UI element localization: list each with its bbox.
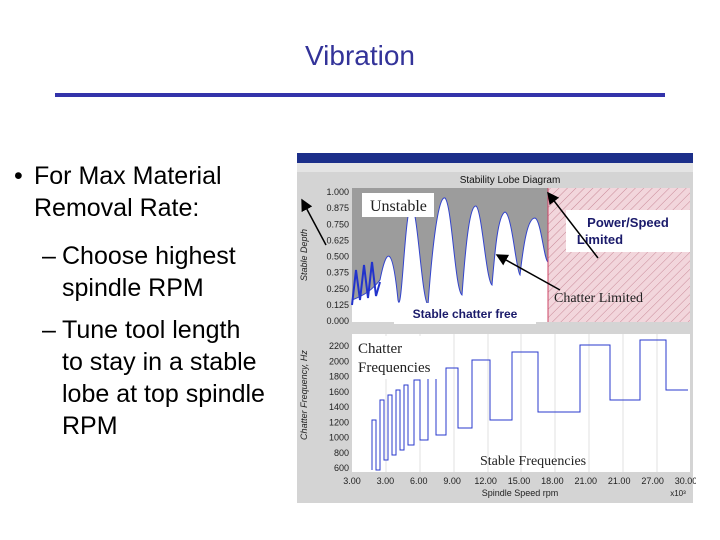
- stable-region: [352, 197, 548, 322]
- chart-title: Stability Lobe Diagram: [460, 175, 561, 186]
- x-tick-label: 30.00: [675, 476, 696, 486]
- y-tick-label: 2000: [329, 356, 349, 366]
- text-line: Removal Rate:: [34, 194, 200, 222]
- text-line: For Max Material: [34, 162, 222, 190]
- y-tick-label: 1.000: [326, 187, 349, 197]
- text-line: Tune tool length: [62, 316, 241, 344]
- annotation: Chatter Limited: [554, 291, 643, 306]
- sub-bullet: Tune tool length to stay in a stable lobe …: [62, 314, 265, 442]
- lobe-boundary: [351, 197, 549, 307]
- x-multiplier: x10³: [670, 489, 686, 498]
- annotation: Unstable: [370, 198, 427, 215]
- x-tick-label: 3.00: [377, 476, 395, 486]
- y-tick-label: 0.000: [326, 316, 349, 326]
- screenshot: Stability Lobe Diagram 1.000 0.875 0.750 0.…: [297, 153, 696, 503]
- y-tick-label: 1400: [329, 402, 349, 412]
- y-axis-label: Chatter Frequency, Hz: [299, 350, 309, 440]
- y-tick-label: 800: [334, 448, 349, 458]
- annotation-box: [394, 303, 536, 324]
- annotation-box: [352, 336, 442, 379]
- text-line: spindle RPM: [62, 274, 204, 302]
- x-tick-label: 21.00: [608, 476, 631, 486]
- annotation: Stable chatter free: [413, 307, 518, 321]
- dash: –: [42, 316, 56, 344]
- y-tick-label: 0.750: [326, 219, 349, 229]
- x-tick-label: 9.00: [443, 476, 461, 486]
- x-tick-label: 21.00: [575, 476, 598, 486]
- y-tick-label: 600: [334, 463, 349, 473]
- menu-bar: [297, 163, 693, 172]
- text-line: Choose highest: [62, 242, 236, 270]
- y-axis-label: Stable Depth: [299, 229, 309, 281]
- y-tick-label: 2200: [329, 341, 349, 351]
- arrow: [495, 254, 561, 291]
- y-tick-label: 1200: [329, 417, 349, 427]
- arrow: [301, 198, 327, 246]
- text-line: lobe at top spindle: [62, 380, 265, 408]
- x-tick-label: 15.00: [508, 476, 531, 486]
- lobe-boundary: [351, 261, 381, 306]
- x-axis-label: Spindle Speed rpm: [482, 488, 559, 498]
- slide-title: Vibration: [304, 40, 415, 71]
- text-line: RPM: [62, 412, 118, 440]
- annotation: Power/Speed: [587, 215, 669, 230]
- bullet-marker: •: [14, 162, 23, 190]
- title-rule: [55, 93, 665, 97]
- annotation: Stable Frequencies: [480, 454, 586, 469]
- x-tick-label: 12.00: [474, 476, 497, 486]
- frequency-line: [371, 339, 688, 471]
- x-tick-label: 6.00: [410, 476, 428, 486]
- annotation: Frequencies: [358, 360, 431, 376]
- sub-bullet: Choose highest spindle RPM: [62, 240, 236, 304]
- y-tick-label: 0.500: [326, 252, 349, 262]
- annotation-box: [566, 210, 690, 252]
- y-tick-label: 0.375: [326, 268, 349, 278]
- y-tick-label: 0.875: [326, 203, 349, 213]
- y-tick-label: 0.250: [326, 284, 349, 294]
- y-tick-label: 1800: [329, 372, 349, 382]
- annotation-box: [362, 193, 434, 217]
- title-bar: [297, 153, 693, 163]
- arrow: [547, 191, 599, 259]
- x-tick-label: 18.00: [541, 476, 564, 486]
- annotation: Limited: [577, 232, 623, 247]
- y-tick-label: 0.125: [326, 300, 349, 310]
- y-tick-label: 1600: [329, 387, 349, 397]
- x-tick-label: 3.00: [343, 476, 361, 486]
- text-line: to stay in a stable: [62, 348, 257, 376]
- dash: –: [42, 242, 56, 270]
- y-tick-label: 0.625: [326, 235, 349, 245]
- y-tick-label: 1000: [329, 433, 349, 443]
- x-tick-label: 27.00: [641, 476, 664, 486]
- annotation: Chatter: [358, 341, 402, 357]
- bullet: For Max Material Removal Rate:: [34, 160, 222, 224]
